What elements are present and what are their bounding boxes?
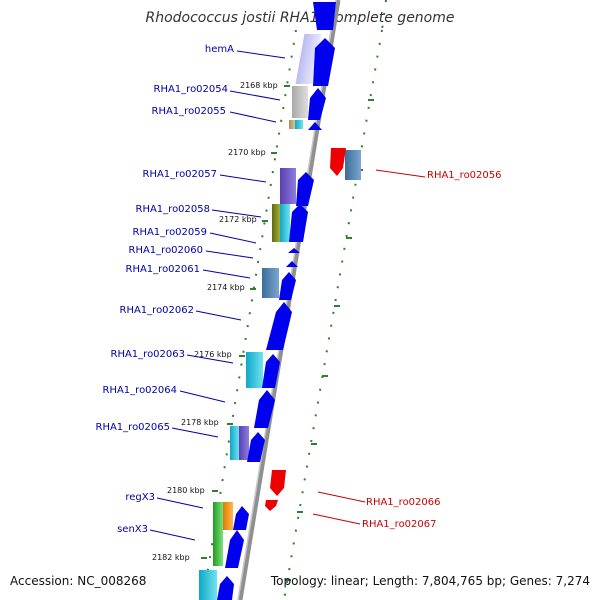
gene-annotation-block[interactable] bbox=[295, 120, 303, 129]
forward-gene-arrow[interactable] bbox=[247, 432, 265, 462]
gene-annotation-block[interactable] bbox=[239, 426, 249, 460]
gene-annotation-block[interactable] bbox=[230, 426, 239, 460]
kbp-label: 2174 kbp bbox=[207, 283, 245, 292]
accession-label: Accession: NC_008268 bbox=[10, 574, 147, 588]
gene-annotation-block[interactable] bbox=[345, 150, 361, 180]
gene-label-ro02057[interactable]: RHA1_ro02057 bbox=[143, 169, 218, 180]
forward-gene-arrow[interactable] bbox=[262, 354, 280, 388]
kbp-label: 2172 kbp bbox=[219, 215, 257, 224]
label-leader-line bbox=[317, 491, 366, 503]
forward-gene-arrow[interactable] bbox=[313, 2, 336, 30]
label-leader-line bbox=[195, 310, 242, 321]
gene-annotation-block[interactable] bbox=[199, 570, 217, 600]
kbp-label: 2180 kbp bbox=[167, 486, 205, 495]
label-leader-line bbox=[205, 250, 254, 259]
gene-annotation-block[interactable] bbox=[280, 204, 290, 242]
gene-label-ro02062[interactable]: RHA1_ro02062 bbox=[120, 305, 195, 316]
kbp-label: 2170 kbp bbox=[228, 148, 266, 157]
gene-annotation-block[interactable] bbox=[292, 86, 308, 118]
gene-annotation-block[interactable] bbox=[246, 352, 263, 388]
forward-gene-arrow[interactable] bbox=[313, 38, 335, 86]
label-leader-line bbox=[156, 497, 204, 509]
label-leader-line bbox=[229, 90, 281, 101]
gene-label-ro02066[interactable]: RHA1_ro02066 bbox=[366, 497, 441, 508]
label-leader-line bbox=[236, 50, 286, 59]
forward-gene-arrow[interactable] bbox=[225, 530, 244, 568]
label-leader-line bbox=[179, 390, 226, 403]
forward-gene-arrow[interactable] bbox=[279, 272, 296, 300]
label-leader-line bbox=[186, 354, 234, 364]
gene-annotation-block[interactable] bbox=[262, 268, 279, 298]
forward-gene-arrow[interactable] bbox=[308, 88, 326, 120]
forward-gene-arrow[interactable] bbox=[217, 576, 234, 600]
reverse-gene-arrow[interactable] bbox=[270, 470, 286, 496]
forward-gene-arrow[interactable] bbox=[296, 172, 314, 206]
genome-title: Rhodococcus jostii RHA1, complete genome bbox=[145, 10, 455, 26]
label-leader-line bbox=[211, 209, 262, 218]
kbp-label: 2182 kbp bbox=[152, 553, 190, 562]
right-tick-track bbox=[283, 29, 383, 600]
gene-annotation-block[interactable] bbox=[272, 204, 280, 242]
gene-label-ro02058[interactable]: RHA1_ro02058 bbox=[136, 204, 211, 215]
gene-label-regX3[interactable]: regX3 bbox=[125, 492, 155, 503]
gene-label-ro02055[interactable]: RHA1_ro02055 bbox=[152, 106, 227, 117]
gene-label-ro02059[interactable]: RHA1_ro02059 bbox=[133, 227, 208, 238]
gene-annotation-block[interactable] bbox=[289, 120, 295, 129]
reverse-gene-arrow[interactable] bbox=[330, 148, 346, 176]
right-tick-track-upper bbox=[381, 0, 387, 31]
forward-gene-arrow[interactable] bbox=[288, 248, 300, 253]
label-leader-line bbox=[312, 513, 361, 525]
gene-label-ro02061[interactable]: RHA1_ro02061 bbox=[126, 264, 201, 275]
gene-label-ro02063[interactable]: RHA1_ro02063 bbox=[111, 349, 186, 360]
gene-label-ro02067[interactable]: RHA1_ro02067 bbox=[362, 519, 437, 530]
forward-gene-arrow[interactable] bbox=[286, 261, 298, 267]
gene-annotation-block[interactable] bbox=[223, 502, 233, 530]
forward-gene-arrow[interactable] bbox=[308, 122, 322, 130]
label-leader-line bbox=[229, 111, 277, 123]
kbp-label: 2168 kbp bbox=[240, 81, 278, 90]
label-leader-line bbox=[219, 174, 267, 183]
label-leader-line bbox=[149, 529, 196, 541]
gene-annotation-block[interactable] bbox=[280, 168, 296, 204]
gene-label-ro02065[interactable]: RHA1_ro02065 bbox=[96, 422, 171, 433]
gene-label-senX3[interactable]: senX3 bbox=[117, 524, 148, 535]
gene-label-hemA[interactable]: hemA bbox=[205, 44, 234, 55]
gene-annotation-block[interactable] bbox=[295, 34, 322, 84]
label-leader-line bbox=[209, 232, 257, 244]
gene-annotation-block[interactable] bbox=[213, 502, 223, 566]
gene-label-ro02060[interactable]: RHA1_ro02060 bbox=[129, 245, 204, 256]
kbp-label: 2176 kbp bbox=[194, 350, 232, 359]
gene-label-ro02056[interactable]: RHA1_ro02056 bbox=[427, 170, 502, 181]
topology-label: Topology: linear; Length: 7,804,765 bp; … bbox=[270, 574, 590, 588]
reverse-gene-arrow[interactable] bbox=[265, 500, 278, 511]
label-leader-line bbox=[171, 427, 219, 438]
gene-label-ro02064[interactable]: RHA1_ro02064 bbox=[103, 385, 178, 396]
kbp-label: 2178 kbp bbox=[181, 418, 219, 427]
label-leader-line bbox=[202, 269, 251, 279]
label-leader-line bbox=[375, 169, 426, 178]
forward-gene-arrow[interactable] bbox=[254, 390, 275, 428]
forward-gene-arrow[interactable] bbox=[289, 204, 308, 242]
gene-label-ro02054[interactable]: RHA1_ro02054 bbox=[154, 84, 229, 95]
forward-gene-arrow[interactable] bbox=[266, 302, 292, 350]
forward-gene-arrow[interactable] bbox=[233, 506, 249, 530]
